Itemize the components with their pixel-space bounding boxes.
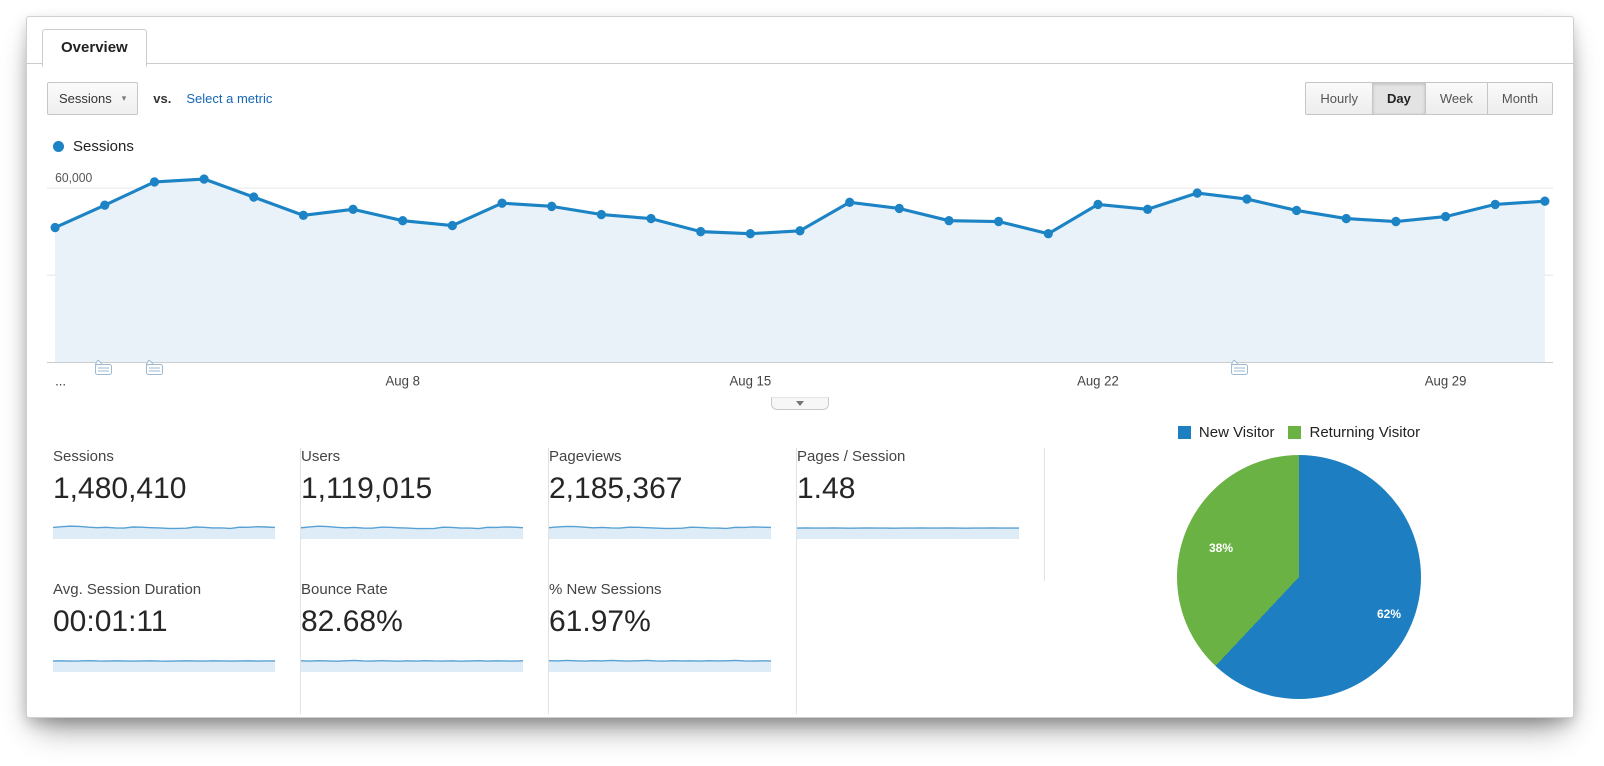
sparkline bbox=[549, 515, 771, 539]
vs-label: vs. bbox=[153, 90, 172, 106]
summary-section: Sessions 1,480,410 Users 1,119,015 Pagev… bbox=[53, 424, 1553, 714]
metric-value: 00:01:11 bbox=[53, 605, 168, 638]
day-button[interactable]: Day bbox=[1373, 81, 1426, 115]
sessions-legend-dot-icon bbox=[53, 141, 64, 152]
annotation-icon[interactable] bbox=[145, 359, 164, 376]
returning-visitor-legend-label: Returning Visitor bbox=[1309, 424, 1421, 441]
chart-collapse-handle[interactable] bbox=[771, 397, 829, 410]
sparkline bbox=[549, 648, 771, 672]
chevron-down-icon bbox=[796, 401, 804, 406]
metric-card-bounce-rate[interactable]: Bounce Rate 82.68% bbox=[301, 581, 549, 714]
metric-selector-value: Sessions bbox=[59, 90, 112, 106]
returning-visitor-swatch-icon bbox=[1288, 426, 1302, 439]
hourly-button[interactable]: Hourly bbox=[1305, 81, 1373, 115]
sessions-series-legend: Sessions bbox=[53, 138, 1573, 155]
metric-card-new-sessions[interactable]: % New Sessions 61.97% bbox=[549, 581, 797, 714]
metric-value: 61.97% bbox=[549, 605, 651, 638]
sparkline bbox=[53, 515, 275, 539]
tab-bar: Overview bbox=[27, 17, 1573, 67]
new-visitor-swatch-icon bbox=[1177, 426, 1191, 439]
svg-text:Aug 29: Aug 29 bbox=[1425, 373, 1467, 388]
metric-label: Pageviews bbox=[549, 448, 622, 465]
overview-panel: Overview Sessions ▾ vs. Select a metric … bbox=[26, 16, 1574, 718]
chevron-down-icon: ▾ bbox=[121, 92, 127, 103]
granularity-button-group: Hourly Day Week Month bbox=[1305, 81, 1553, 115]
svg-text:60,000: 60,000 bbox=[55, 171, 92, 185]
visitors-pie-wrap: 38% 62% bbox=[1177, 455, 1421, 699]
metric-selector-dropdown[interactable]: Sessions ▾ bbox=[47, 81, 139, 115]
metric-card-pageviews[interactable]: Pageviews 2,185,367 bbox=[549, 448, 797, 581]
svg-text:Aug 8: Aug 8 bbox=[386, 373, 420, 388]
select-metric-link[interactable]: Select a metric bbox=[186, 90, 273, 106]
metric-value: 2,185,367 bbox=[549, 472, 683, 505]
svg-text:Aug 15: Aug 15 bbox=[729, 373, 771, 388]
svg-text:...: ... bbox=[55, 373, 66, 388]
svg-text:Aug 22: Aug 22 bbox=[1077, 373, 1119, 388]
metric-card-pages-per-session[interactable]: Pages / Session 1.48 bbox=[797, 448, 1045, 581]
metric-card-avg-session-duration[interactable]: Avg. Session Duration 00:01:11 bbox=[53, 581, 301, 714]
sparkline bbox=[301, 515, 523, 539]
annotation-icon[interactable] bbox=[1229, 359, 1249, 376]
sparkline bbox=[301, 648, 523, 672]
month-button[interactable]: Month bbox=[1487, 81, 1553, 115]
metric-label: Bounce Rate bbox=[301, 581, 388, 598]
new-visitor-percent-label: 62% bbox=[1377, 607, 1402, 621]
metric-label: Pages / Session bbox=[797, 448, 906, 465]
metric-value: 1.48 bbox=[797, 472, 856, 505]
visitor-type-legend: New Visitor Returning Visitor bbox=[1177, 424, 1421, 441]
sessions-legend-label: Sessions bbox=[73, 138, 134, 155]
metric-label: Sessions bbox=[53, 448, 114, 465]
metric-cards: Sessions 1,480,410 Users 1,119,015 Pagev… bbox=[53, 424, 1045, 714]
tab-overview[interactable]: Overview bbox=[42, 29, 147, 67]
chart-toolbar: Sessions ▾ vs. Select a metric Hourly Da… bbox=[47, 80, 1553, 116]
sparkline bbox=[797, 515, 1019, 539]
sparkline bbox=[53, 648, 275, 672]
visitors-pie-chart[interactable] bbox=[1177, 455, 1421, 699]
metric-card-sessions[interactable]: Sessions 1,480,410 bbox=[53, 448, 301, 581]
metric-card-users[interactable]: Users 1,119,015 bbox=[301, 448, 549, 581]
annotation-icon[interactable] bbox=[94, 359, 113, 376]
tab-overview-label: Overview bbox=[61, 39, 128, 56]
returning-visitor-percent-label: 38% bbox=[1209, 541, 1234, 555]
visitor-type-section: New Visitor Returning Visitor 38% 62% bbox=[1045, 424, 1553, 714]
metric-label: Users bbox=[301, 448, 341, 465]
metric-label: % New Sessions bbox=[549, 581, 662, 598]
metric-value: 1,119,015 bbox=[301, 472, 433, 505]
new-visitor-legend-label: New Visitor bbox=[1198, 424, 1275, 441]
metric-value: 1,480,410 bbox=[53, 472, 187, 505]
metric-label: Avg. Session Duration bbox=[53, 581, 202, 598]
week-button[interactable]: Week bbox=[1425, 81, 1488, 115]
metric-value: 82.68% bbox=[301, 605, 403, 638]
